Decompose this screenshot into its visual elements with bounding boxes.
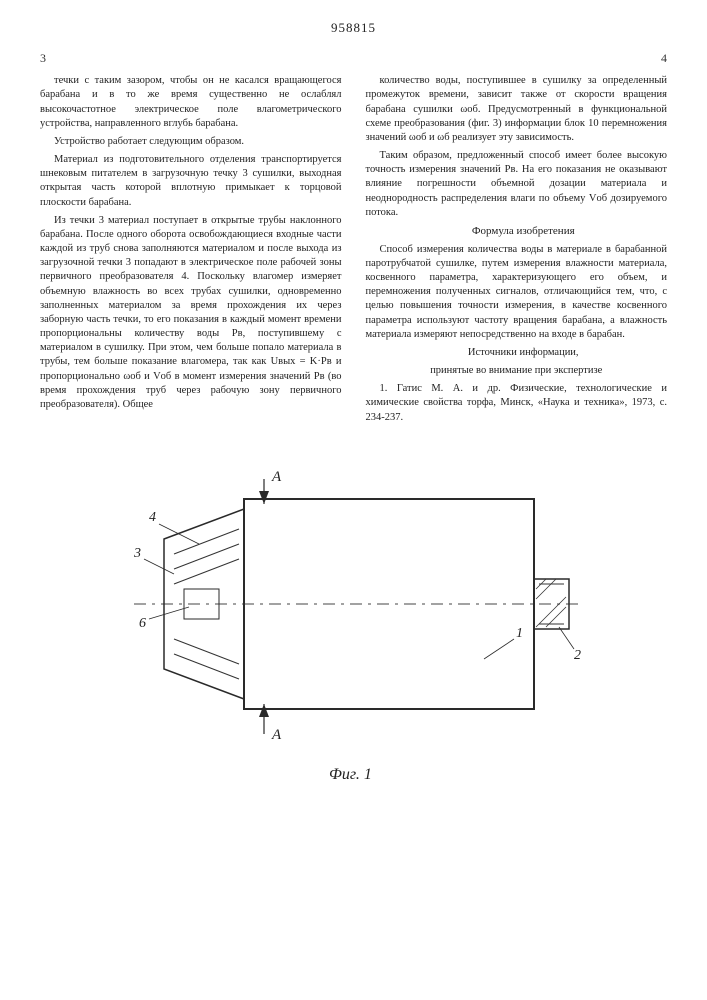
hatch-line [174, 544, 239, 569]
label-3: 3 [133, 546, 141, 561]
label-A-bottom: A [271, 727, 282, 743]
left-column: 3 течки с таким зазором, чтобы он не кас… [40, 50, 342, 429]
hatch-line [174, 639, 239, 664]
hatch-line [174, 559, 239, 584]
paragraph-r1: количество воды, поступившее в сушилку з… [366, 74, 668, 145]
leader-line [144, 559, 174, 574]
label-4: 4 [149, 510, 156, 525]
leader-line [559, 627, 574, 649]
hatch-line [174, 529, 239, 554]
text-columns: 3 течки с таким зазором, чтобы он не кас… [40, 50, 667, 429]
figure-svg: A A 4 3 6 1 2 Фиг. 1 [114, 459, 594, 789]
source-sub: принятые во внимание при экспертизе [366, 364, 668, 378]
doc-number: 958815 [40, 20, 667, 36]
paragraph-r2: Таким образом, предложенный способ имеет… [366, 149, 668, 220]
paragraph-l4: Из течки 3 материал поступает в открытые… [40, 214, 342, 412]
leader-line [159, 524, 199, 544]
label-A-top: A [271, 469, 282, 485]
right-column: 4 количество воды, поступившее в сушилку… [366, 50, 668, 429]
paragraph-l3: Материал из подготовительного отделения … [40, 153, 342, 210]
figure-1: A A 4 3 6 1 2 Фиг. 1 [40, 459, 667, 789]
arrow-icon [259, 704, 269, 717]
leader-line [484, 639, 514, 659]
label-2: 2 [574, 648, 581, 663]
paragraph-r3: Способ измерения количества воды в матер… [366, 243, 668, 342]
label-1: 1 [516, 626, 523, 641]
label-6: 6 [139, 616, 146, 631]
hatch-line [536, 579, 556, 599]
paragraph-l1: течки с таким зазором, чтобы он не касал… [40, 74, 342, 131]
formula-title: Формула изобретения [366, 224, 668, 239]
hatch-line [174, 654, 239, 679]
arrow-icon [259, 491, 269, 504]
paragraph-r4: 1. Гатис М. А. и др. Физические, техноло… [366, 382, 668, 425]
paragraph-l2: Устройство работает следующим образом. [40, 135, 342, 149]
source-title: Источники информации, [366, 346, 668, 360]
document-page: 958815 3 течки с таким зазором, чтобы он… [0, 0, 707, 1000]
figure-caption: Фиг. 1 [329, 766, 372, 783]
left-page-num: 3 [40, 50, 342, 66]
leader-line [149, 607, 189, 619]
loading-chute [164, 509, 244, 699]
right-page-num: 4 [366, 50, 668, 66]
